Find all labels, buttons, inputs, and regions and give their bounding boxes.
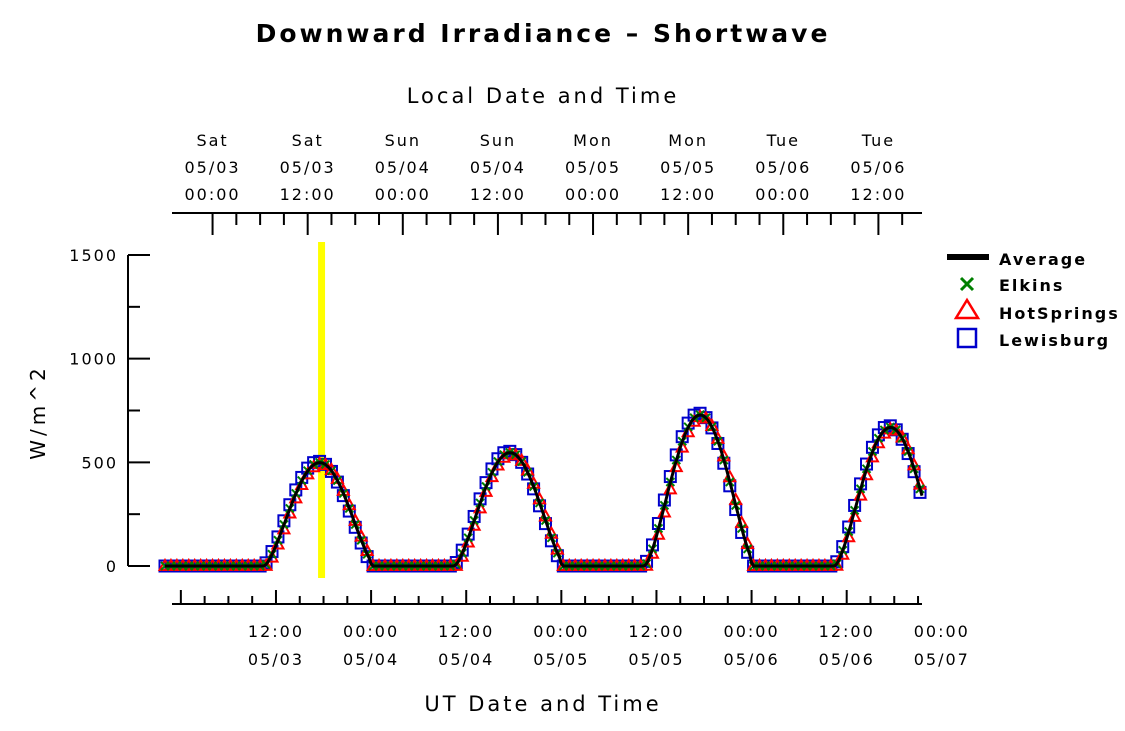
- top-tick-time-label: 12:00: [850, 185, 906, 204]
- x-tick-date-label: 05/06: [819, 650, 875, 669]
- legend-elkins-marker: [959, 276, 975, 292]
- top-tick-time-label: 00:00: [375, 185, 431, 204]
- y-tick-label: 1000: [69, 350, 118, 369]
- x-tick-time-label: 12:00: [819, 622, 875, 641]
- x-tick-date-label: 05/05: [628, 650, 684, 669]
- top-tick-time-label: 12:00: [470, 185, 526, 204]
- legend-elkins-label: Elkins: [999, 276, 1064, 295]
- x-tick-time-label: 12:00: [248, 622, 304, 641]
- chart-title: Downward Irradiance – Shortwave: [256, 19, 831, 48]
- y-tick-label: 0: [106, 557, 118, 576]
- top-tick-time-label: 00:00: [565, 185, 621, 204]
- legend-hotsprings-label: HotSprings: [999, 304, 1120, 323]
- x-tick-time-label: 00:00: [724, 622, 780, 641]
- legend-lewisburg-marker: [956, 327, 978, 349]
- legend-lewisburg-label: Lewisburg: [999, 331, 1110, 350]
- top-tick-date-label: 05/03: [280, 158, 336, 177]
- top-tick-day-label: Sun: [385, 131, 421, 150]
- top-tick-day-label: Tue: [861, 131, 895, 150]
- average-line: [165, 413, 924, 568]
- legend-hotsprings-marker: [953, 297, 981, 320]
- top-tick-date-label: 05/06: [755, 158, 811, 177]
- top-tick-day-label: Mon: [668, 131, 708, 150]
- x-tick-date-label: 05/04: [343, 650, 399, 669]
- x-tick-time-label: 12:00: [438, 622, 494, 641]
- top-tick-time-label: 00:00: [755, 185, 811, 204]
- x-tick-time-label: 00:00: [914, 622, 970, 641]
- x-tick-date-label: 05/07: [914, 650, 970, 669]
- top-tick-date-label: 05/05: [565, 158, 621, 177]
- legend: Average Elkins HotSprings Lewisburg: [947, 250, 1120, 350]
- legend-average-label: Average: [999, 250, 1087, 269]
- x-tick-date-label: 05/05: [533, 650, 589, 669]
- y-axis-label: W/m^2: [26, 364, 50, 459]
- top-tick-time-label: 12:00: [660, 185, 716, 204]
- top-tick-day-label: Tue: [766, 131, 800, 150]
- top-tick-day-label: Sat: [196, 131, 228, 150]
- top-tick-date-label: 05/03: [185, 158, 241, 177]
- top-tick-date-label: 05/04: [470, 158, 526, 177]
- top-axis-label: Local Date and Time: [407, 84, 680, 108]
- y-tick-label: 500: [81, 453, 118, 472]
- top-tick-date-label: 05/06: [850, 158, 906, 177]
- x-tick-date-label: 05/06: [724, 650, 780, 669]
- x-tick-time-label: 00:00: [533, 622, 589, 641]
- top-tick-date-label: 05/04: [375, 158, 431, 177]
- top-tick-time-label: 12:00: [280, 185, 336, 204]
- top-tick-date-label: 05/05: [660, 158, 716, 177]
- x-tick-date-label: 05/04: [438, 650, 494, 669]
- x-tick-date-label: 05/03: [248, 650, 304, 669]
- top-tick-time-label: 00:00: [185, 185, 241, 204]
- x-axis-label: UT Date and Time: [424, 692, 661, 716]
- x-tick-time-label: 00:00: [343, 622, 399, 641]
- x-tick-time-label: 12:00: [628, 622, 684, 641]
- top-tick-day-label: Mon: [573, 131, 613, 150]
- top-tick-day-label: Sun: [480, 131, 516, 150]
- top-tick-day-label: Sat: [292, 131, 324, 150]
- y-tick-label: 1500: [69, 246, 118, 265]
